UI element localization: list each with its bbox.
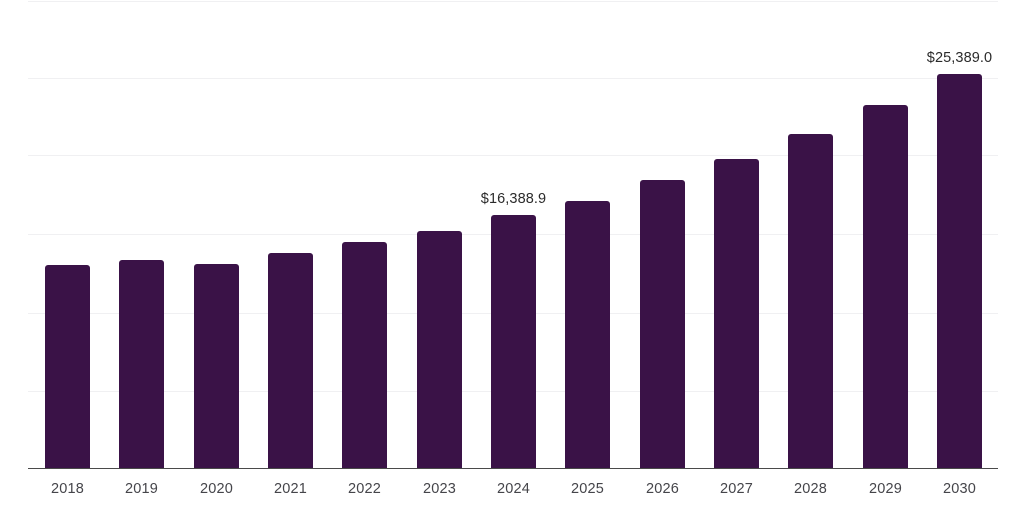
x-tick-label-2018: 2018 [50,481,85,497]
bar-2018[interactable] [45,265,90,469]
x-axis-tick-labels: 2018 2019 2020 2021 2022 2023 2024 2025 2026 2027… [0,481,1024,512]
bar-value-label-2024: $16,388.9 [480,191,547,207]
bar-group-2023[interactable] [417,231,462,469]
bar-2022[interactable] [342,242,387,469]
bar-2028[interactable] [788,134,833,469]
x-tick-label-2030: 2030 [942,481,977,497]
plot-area: $16,388.9 $25,389.0 [45,50,992,469]
x-tick-label-2022: 2022 [347,481,382,497]
x-tick-label-2021: 2021 [273,481,308,497]
bar-group-2019[interactable] [119,260,164,469]
bar-2025[interactable] [565,201,610,469]
x-tick-label-2027: 2027 [719,481,754,497]
bar-2020[interactable] [194,264,239,469]
bar-group-2025[interactable] [565,201,610,469]
bar-group-2028[interactable] [788,134,833,469]
bar-2029[interactable] [863,105,908,469]
x-tick-label-2029: 2029 [868,481,903,497]
bar-group-2027[interactable] [714,159,759,469]
bar-group-2024[interactable]: $16,388.9 [481,191,546,469]
bar-group-2022[interactable] [342,242,387,469]
bar-2030[interactable] [937,74,982,469]
bar-group-2018[interactable] [45,265,90,469]
bar-2023[interactable] [417,231,462,469]
bar-group-2029[interactable] [863,105,908,469]
x-axis-line [28,468,998,470]
bar-group-2021[interactable] [268,253,313,469]
x-tick-label-2025: 2025 [570,481,605,497]
x-tick-label-2026: 2026 [645,481,680,497]
bar-value-label-2030: $25,389.0 [926,50,993,66]
bar-group-2026[interactable] [640,180,685,469]
x-tick-label-2019: 2019 [124,481,159,497]
bar-group-2020[interactable] [194,264,239,469]
x-tick-label-2024: 2024 [496,481,531,497]
bar-group-2030[interactable]: $25,389.0 [927,50,992,469]
x-tick-label-2023: 2023 [422,481,457,497]
x-tick-label-2028: 2028 [793,481,828,497]
bar-2019[interactable] [119,260,164,469]
bar-2026[interactable] [640,180,685,469]
bar-2024[interactable] [491,215,536,469]
bar-2027[interactable] [714,159,759,469]
x-tick-label-2020: 2020 [199,481,234,497]
bar-2021[interactable] [268,253,313,469]
